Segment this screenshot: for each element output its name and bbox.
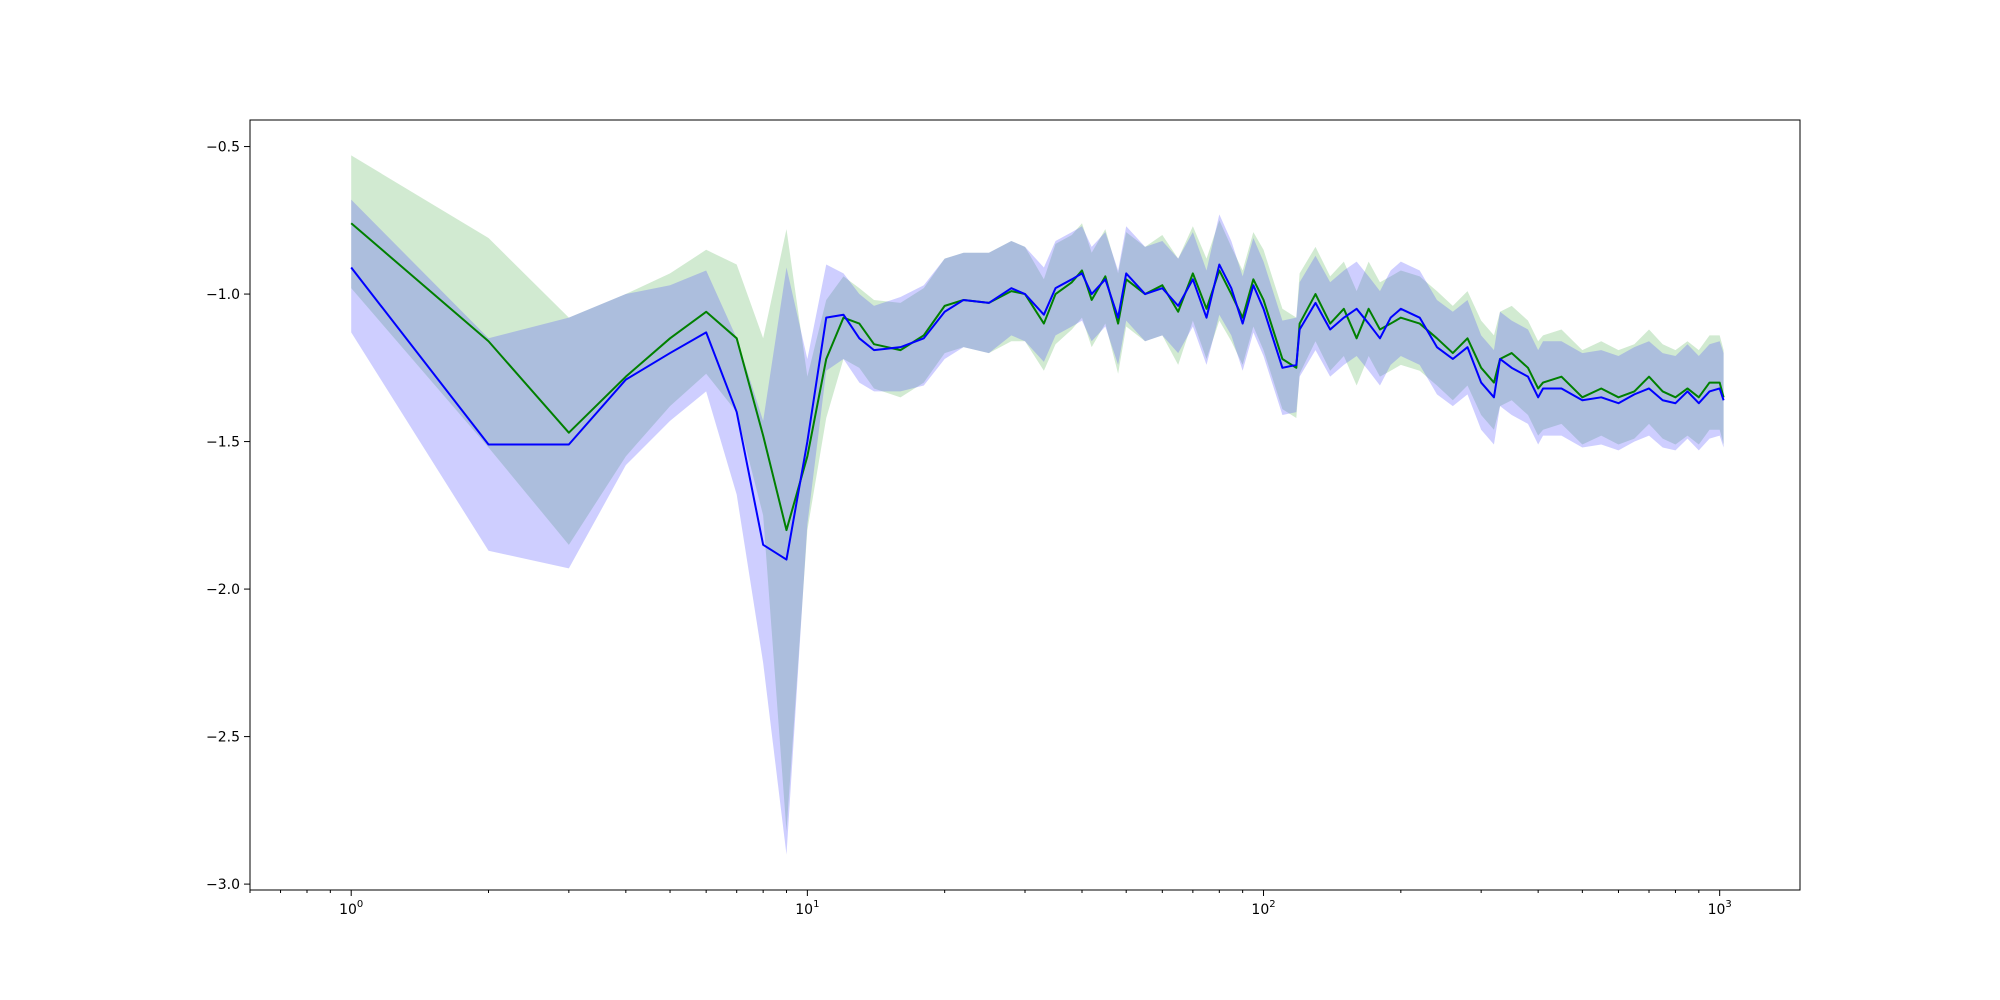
series-1-line [350, 222, 1725, 532]
series-2-confidence-band [351, 199, 1724, 855]
series-1-confidence-band [351, 155, 1724, 831]
series-2-line [350, 263, 1725, 561]
y-tick-label: −2.0 [206, 582, 240, 598]
y-tick-label: −1.0 [206, 287, 240, 303]
x-tick-label: 103 [1708, 899, 1732, 918]
x-tick-label: 102 [1251, 899, 1275, 918]
y-axis: −0.5 −1.0 −1.5 −2.0 −2.5 −3.0 [206, 140, 250, 893]
y-tick-label: −3.0 [206, 877, 240, 893]
y-tick-label: −0.5 [206, 140, 240, 156]
y-tick-label: −1.5 [206, 435, 240, 451]
y-tick-label: −2.5 [206, 730, 240, 746]
x-tick-label: 100 [339, 899, 363, 918]
plot-area [350, 155, 1725, 855]
x-tick-label: 101 [795, 899, 819, 918]
x-axis: 100 101 102 103 [249, 890, 1732, 918]
